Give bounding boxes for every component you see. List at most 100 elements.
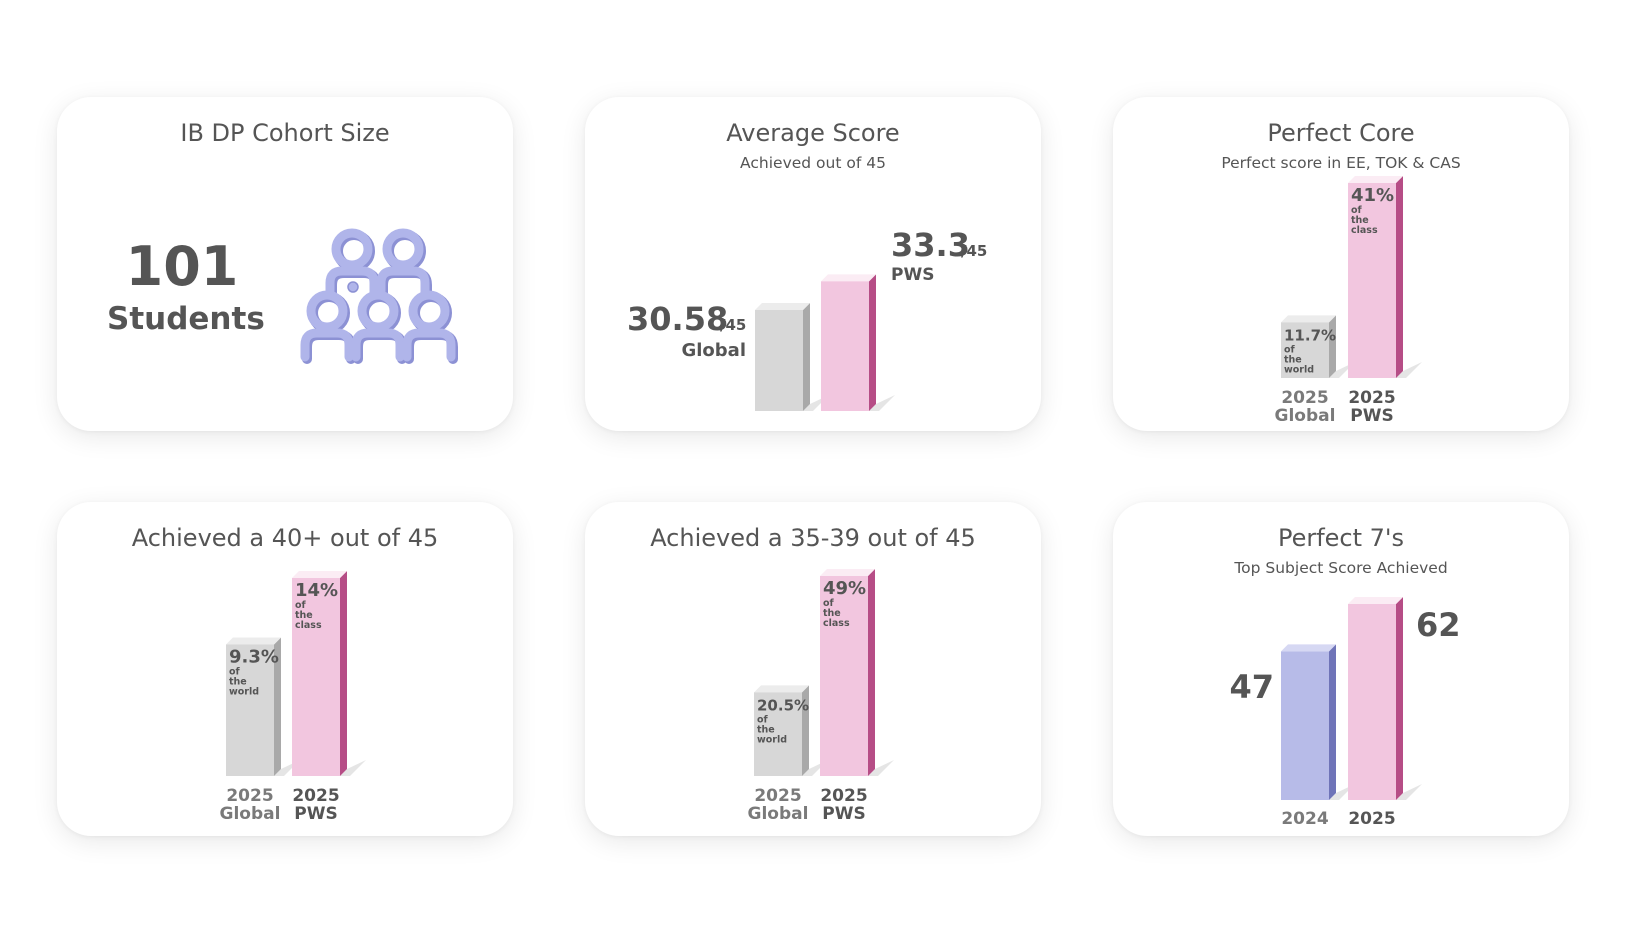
bar-pws-side: [868, 569, 875, 776]
x-tick-label: 2025: [1281, 388, 1328, 408]
x-tick-label: PWS: [1350, 406, 1393, 426]
bar-2025-top: [1348, 597, 1403, 604]
x-tick-label: 2025: [1348, 388, 1395, 408]
pws-caption-line: class: [1351, 225, 1378, 236]
bar-global-side: [803, 303, 810, 411]
perfect-sevens-chart: 47 62 2024 2025: [1229, 597, 1461, 829]
bar-pws-top: [292, 571, 347, 578]
global-caption-line: the: [757, 724, 775, 735]
bar-pws: [820, 576, 868, 776]
pws-caption-line: the: [823, 608, 841, 619]
x-tick-label: PWS: [822, 804, 865, 824]
bar-global-side: [1329, 315, 1336, 378]
x-tick-label: 2025: [292, 786, 339, 806]
perfect-core-title: Perfect Core: [1267, 119, 1415, 147]
bar-pws: [292, 578, 340, 776]
perfect-core-chart: 11.7%oftheworld41%oftheclass2025Global20…: [1275, 176, 1422, 426]
global-value-label: 20.5%: [757, 696, 809, 714]
average-score-title: Average Score: [726, 119, 900, 147]
pws-value-label: 49%: [823, 578, 866, 599]
cohort-title: IB DP Cohort Size: [180, 119, 390, 147]
global-name-label: Global: [681, 340, 746, 361]
cohort-card: IB DP Cohort Size 101 Students: [57, 97, 513, 431]
pws-name-label: PWS: [891, 265, 934, 285]
people-group-icon: [57, 97, 513, 431]
pws-caption-line: of: [1351, 205, 1363, 216]
bar-global-top: [226, 637, 281, 645]
bar-pws-shadow: [340, 760, 366, 776]
average-score-subtitle: Achieved out of 45: [740, 154, 886, 172]
bar-2025-side: [1396, 597, 1403, 800]
bar-pws-shadow: [868, 760, 894, 776]
perfect-sevens-subtitle: Top Subject Score Achieved: [1234, 559, 1448, 577]
bar-pws-side: [1396, 176, 1403, 378]
bar-global-side: [274, 637, 281, 776]
bar-2024: [1281, 651, 1329, 800]
x-tick-label: 2025: [1348, 809, 1395, 829]
pws-caption-line: class: [295, 620, 322, 631]
bar-global-top: [755, 303, 810, 311]
pws-caption-line: of: [295, 600, 307, 611]
forty-plus-title: Achieved a 40+ out of 45: [131, 524, 439, 552]
bar-global: [1281, 322, 1329, 378]
bar-pws-side: [869, 274, 876, 411]
bar-global-side: [802, 685, 809, 776]
thirty-five-chart: 20.5%oftheworld49%oftheclass2025Global20…: [748, 569, 894, 824]
pws-suffix-label: /45: [961, 242, 987, 260]
global-caption-line: of: [1284, 344, 1296, 355]
thirty-five-title: Achieved a 35-39 out of 45: [650, 524, 976, 552]
x-tick-label: 2024: [1281, 809, 1328, 829]
global-suffix-label: /45: [720, 316, 746, 334]
global-value-label: 11.7%: [1284, 326, 1336, 344]
value-2024-label: 47: [1229, 668, 1274, 706]
bar-pws: [821, 281, 869, 411]
bar-pws-shadow: [869, 395, 895, 411]
global-caption-line: world: [229, 686, 259, 697]
pws-caption-line: of: [823, 598, 835, 609]
perfect-core-subtitle: Perfect score in EE, TOK & CAS: [1221, 154, 1461, 172]
global-caption-line: world: [1284, 364, 1314, 375]
average-score-card: Average Score Achieved out of 45 30.58/4…: [585, 97, 1041, 431]
pws-caption-line: the: [295, 610, 313, 621]
x-tick-label: PWS: [294, 804, 337, 824]
cohort-number: 101: [125, 235, 239, 298]
global-value-label: 30.58: [627, 300, 728, 338]
bar-pws-top: [820, 569, 875, 576]
x-tick-label: 2025: [226, 786, 273, 806]
global-caption-line: the: [229, 676, 247, 687]
bar-global: [754, 692, 802, 776]
x-tick-label: Global: [220, 804, 281, 824]
pws-caption-line: the: [1351, 215, 1369, 226]
bar-global-top: [1281, 315, 1336, 323]
thirty-five-card: Achieved a 35-39 out of 45 20.5% of the wor…: [585, 502, 1041, 836]
bar-pws-side: [340, 571, 347, 776]
perfect-sevens-title: Perfect 7's: [1277, 524, 1405, 552]
x-tick-label: Global: [748, 804, 809, 824]
global-caption-line: world: [757, 734, 787, 745]
forty-plus-card: Achieved a 40+ out of 45 9.3% of the world 1…: [57, 502, 513, 836]
bar-2025-shadow: [1396, 784, 1422, 800]
pws-value-label: 41%: [1351, 185, 1394, 206]
bar-pws: [1348, 183, 1396, 378]
perfect-core-card: Perfect Core Perfect score in EE, TOK & …: [1113, 97, 1569, 431]
global-value-label: 9.3%: [229, 646, 279, 667]
cohort-label: Students: [107, 301, 265, 337]
pws-value-label: 14%: [295, 580, 338, 601]
bar-2025: [1348, 604, 1396, 800]
bar-pws-shadow: [1396, 362, 1422, 378]
x-tick-label: 2025: [820, 786, 867, 806]
bar-global-top: [754, 685, 809, 693]
global-caption-line: of: [757, 714, 769, 725]
bar-2024-top: [1281, 644, 1336, 652]
value-2025-label: 62: [1416, 606, 1461, 644]
average-score-chart: 30.58/45 Global 33.3/45 PWS: [627, 226, 987, 411]
bar-global: [226, 644, 274, 776]
global-caption-line: the: [1284, 354, 1302, 365]
forty-plus-chart: 9.3%oftheworld14%oftheclass2025Global202…: [220, 571, 366, 824]
bar-2024-side: [1329, 644, 1336, 800]
bar-global: [755, 310, 803, 411]
bar-pws-top: [1348, 176, 1403, 183]
bar-pws-top: [821, 274, 876, 282]
x-tick-label: Global: [1275, 406, 1336, 426]
perfect-sevens-card: Perfect 7's Top Subject Score Achieved 4…: [1113, 502, 1569, 836]
